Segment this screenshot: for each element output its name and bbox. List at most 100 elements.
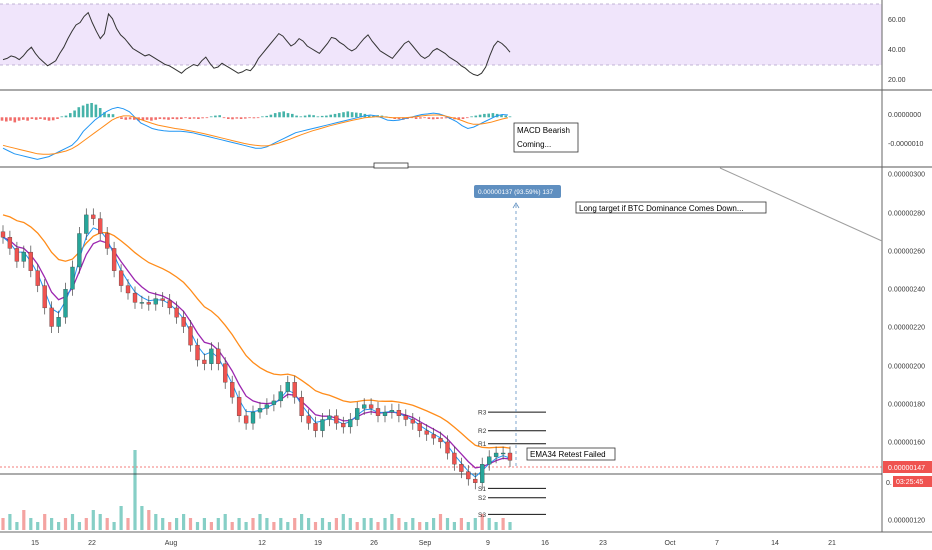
candle-body: [70, 266, 75, 290]
macd-histogram-bar: [214, 115, 217, 118]
macd-histogram-bar: [278, 112, 281, 118]
macd-histogram-bar: [13, 117, 17, 123]
candle-body: [306, 415, 311, 424]
time-tick: 22: [88, 540, 96, 547]
macd-histogram-bar: [77, 107, 81, 118]
candle-body: [382, 411, 388, 416]
candle-body: [216, 348, 221, 364]
volume-bar: [265, 518, 269, 530]
current-price-value: 0.00000147: [888, 465, 925, 472]
macd-histogram-bar: [133, 117, 136, 120]
candle-body: [264, 404, 270, 409]
price-axis[interactable]: 0.00000300 0.00000280 0.00000260 0.00000240…: [888, 172, 925, 525]
macd-histogram-bar: [26, 117, 29, 121]
pivot-label-s2: S2: [478, 495, 486, 502]
macd-histogram-bar: [158, 117, 162, 119]
macd-histogram-bar: [90, 103, 93, 118]
ema-mid-line: [2, 236, 511, 469]
macd-histogram-bar: [440, 117, 443, 119]
candle-body: [195, 344, 200, 361]
ema-note[interactable]: EMA34 Retest Failed: [526, 447, 616, 461]
macd-histogram-bar: [69, 113, 72, 118]
macd-histogram-bar: [205, 117, 209, 119]
countdown-badge: 0. 03:25:45: [886, 476, 932, 487]
macd-histogram-bar: [466, 117, 469, 119]
candle-body: [431, 434, 436, 439]
volume-bar: [140, 506, 144, 530]
rsi-pane: 60.00 40.00 20.00: [0, 3, 906, 84]
volume-bar: [112, 522, 116, 530]
volume-bar: [307, 518, 311, 530]
candle-body: [42, 285, 47, 309]
macd-histogram-bar: [201, 117, 204, 119]
volume-bar: [154, 514, 158, 530]
candle-body: [445, 441, 450, 454]
pane-collapse-handle[interactable]: [373, 162, 409, 169]
candle-body: [0, 231, 6, 238]
candle-body: [452, 452, 457, 465]
volume-bar: [43, 514, 47, 530]
macd-note[interactable]: MACD Bearish Coming...: [513, 122, 579, 153]
macd-line: [2, 106, 509, 160]
candle-body: [209, 348, 214, 364]
volume-bar: [182, 514, 186, 530]
current-price-badge: 0.00000147: [883, 461, 932, 473]
macd-histogram-bar: [367, 115, 371, 118]
candle-body: [410, 419, 415, 424]
macd-histogram-bar: [286, 113, 290, 118]
candle-body: [28, 251, 33, 271]
time-axis[interactable]: 15 22 Aug 12 19 26 Sep 9 16 23 Oct 7 14 21: [31, 540, 836, 547]
candle-body: [77, 233, 82, 268]
macd-histogram-bar: [508, 116, 512, 118]
macd-histogram-bar: [94, 104, 98, 118]
time-tick: 7: [715, 540, 719, 547]
macd-histogram-bar: [17, 117, 21, 121]
target-note[interactable]: Long target if BTC Dominance Comes Down.…: [575, 201, 767, 214]
volume-bar: [334, 518, 338, 530]
measure-label: 0.00000137 (93.59%) 137: [478, 189, 554, 196]
candle-body: [480, 464, 485, 483]
price-tick: 0.00000260: [888, 249, 925, 256]
candle-body: [438, 438, 443, 443]
macd-histogram-bar: [124, 117, 128, 120]
time-tick: 12: [258, 540, 266, 547]
macd-histogram-bar: [444, 117, 448, 119]
measure-badge[interactable]: 0.00000137 (93.59%) 137: [474, 185, 561, 198]
candle-body: [389, 410, 395, 413]
countdown-value: 03:25:45: [896, 479, 923, 486]
volume-bar: [313, 522, 318, 530]
macd-pane: 0.0000000 -0.0000010 MACD Bearish Coming…: [0, 103, 924, 160]
candle-body: [473, 478, 478, 483]
volume-bar: [1, 518, 5, 530]
macd-histogram-bar: [81, 105, 85, 118]
candle-body: [118, 270, 124, 286]
volume-bar: [376, 522, 380, 530]
volume-bar: [473, 518, 477, 530]
time-tick: 15: [31, 540, 39, 547]
candle-body: [500, 452, 506, 455]
macd-histogram-bar: [273, 113, 277, 118]
candle-body: [236, 397, 242, 416]
candle-body: [56, 317, 61, 327]
macd-histogram-bar: [355, 112, 358, 118]
macd-tick-zero: 0.0000000: [888, 112, 921, 119]
candle-body: [21, 251, 26, 262]
candle-body: [320, 419, 325, 431]
macd-histogram-bar: [180, 117, 183, 119]
trend-line[interactable]: [719, 167, 883, 242]
macd-note-line2: Coming...: [517, 140, 551, 149]
price-tick: 0.00000240: [888, 287, 925, 294]
macd-histogram-bar: [120, 117, 123, 119]
macd-histogram-bar: [256, 117, 260, 119]
macd-histogram-bar: [235, 117, 239, 119]
candle-body: [257, 408, 263, 413]
macd-histogram-bar: [39, 117, 42, 119]
candle-body: [125, 285, 131, 294]
candle-body: [174, 307, 179, 318]
candle-body: [487, 456, 492, 465]
candle-body: [292, 382, 297, 398]
volume-bar: [244, 522, 248, 530]
candle-body: [63, 289, 68, 318]
candle-body: [49, 307, 54, 327]
